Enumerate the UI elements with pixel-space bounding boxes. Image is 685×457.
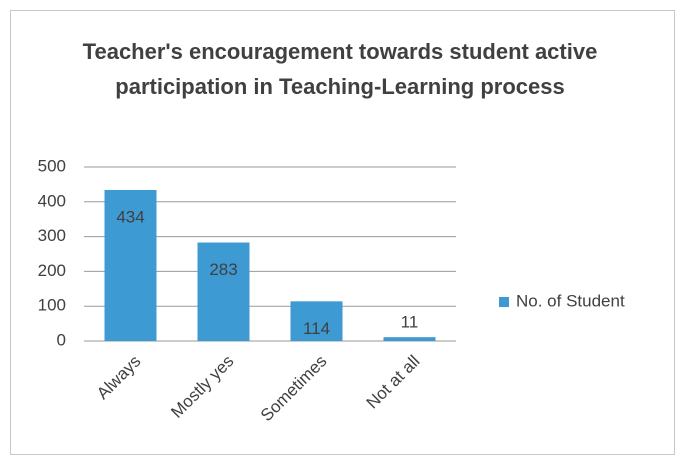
y-tick-label: 500: [38, 156, 66, 175]
data-label: 114: [303, 319, 330, 338]
x-tick-label: Not at all: [363, 352, 424, 413]
x-tick-label: Always: [93, 352, 145, 404]
bar: [197, 242, 250, 341]
data-label: 11: [401, 313, 419, 332]
y-tick-label: 200: [38, 261, 66, 280]
data-label: 283: [209, 260, 237, 279]
y-tick-label: 0: [57, 330, 66, 349]
x-tick-label: Sometimes: [257, 352, 331, 426]
chart-frame: [10, 10, 675, 455]
chart-title: Teacher's encouragement towards student …: [82, 39, 598, 99]
bar: [383, 337, 436, 341]
y-tick-label: 100: [38, 296, 66, 315]
legend-swatch: [499, 297, 509, 307]
bar: [104, 189, 157, 341]
bar: [290, 301, 343, 341]
data-label: 434: [116, 207, 144, 226]
x-tick-label: Mostly yes: [167, 352, 237, 422]
legend-label: No. of Student: [516, 291, 625, 310]
y-tick-label: 400: [38, 191, 66, 210]
y-tick-label: 300: [38, 226, 66, 245]
